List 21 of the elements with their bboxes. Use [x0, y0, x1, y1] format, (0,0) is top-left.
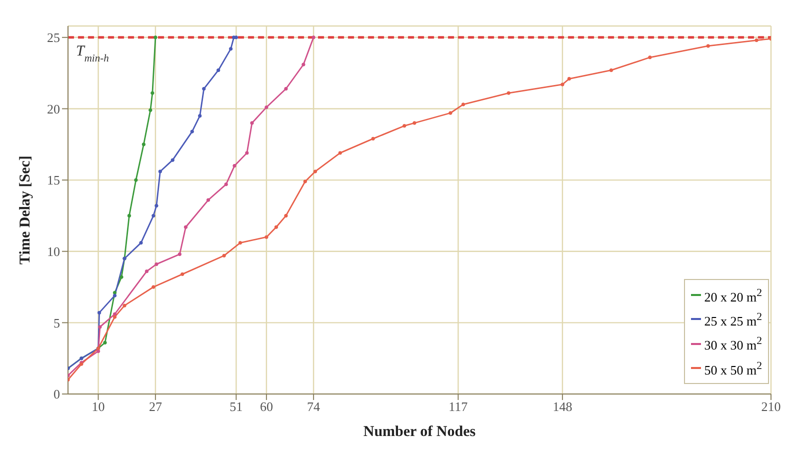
x-tick-label: 60: [260, 399, 273, 414]
x-tick-label: 10: [92, 399, 105, 414]
y-tick-label: 5: [54, 315, 60, 330]
y-tick-label: 25: [47, 30, 60, 46]
legend-label: 20 x 20 m$^{2}$: [704, 286, 762, 306]
x-tick-label: 27: [148, 399, 162, 414]
x-tick-label: 148: [552, 399, 572, 414]
legend-label: 30 x 30 m$^{2}$: [704, 334, 762, 355]
x-tick-label: 117: [448, 399, 468, 414]
x-tick-label: 74: [307, 399, 321, 414]
x-axis-title: Number of Nodes: [363, 424, 476, 440]
legend-label: 50 x 50 m$^{2}$: [704, 358, 762, 379]
y-axis-title: Time Delay [Sec]: [17, 156, 34, 264]
y-tick-label: 20: [47, 101, 60, 116]
x-tick-label: 51: [230, 399, 243, 414]
y-tick-label: 10: [47, 244, 60, 259]
y-tick-label: 0: [54, 386, 60, 402]
ref-line-label: T$_{min-h}$: [76, 43, 109, 64]
legend-label: 25 x 25 m$^{2}$: [704, 310, 762, 330]
x-tick-label: 210: [761, 399, 781, 414]
y-tick-label: 15: [47, 172, 60, 188]
